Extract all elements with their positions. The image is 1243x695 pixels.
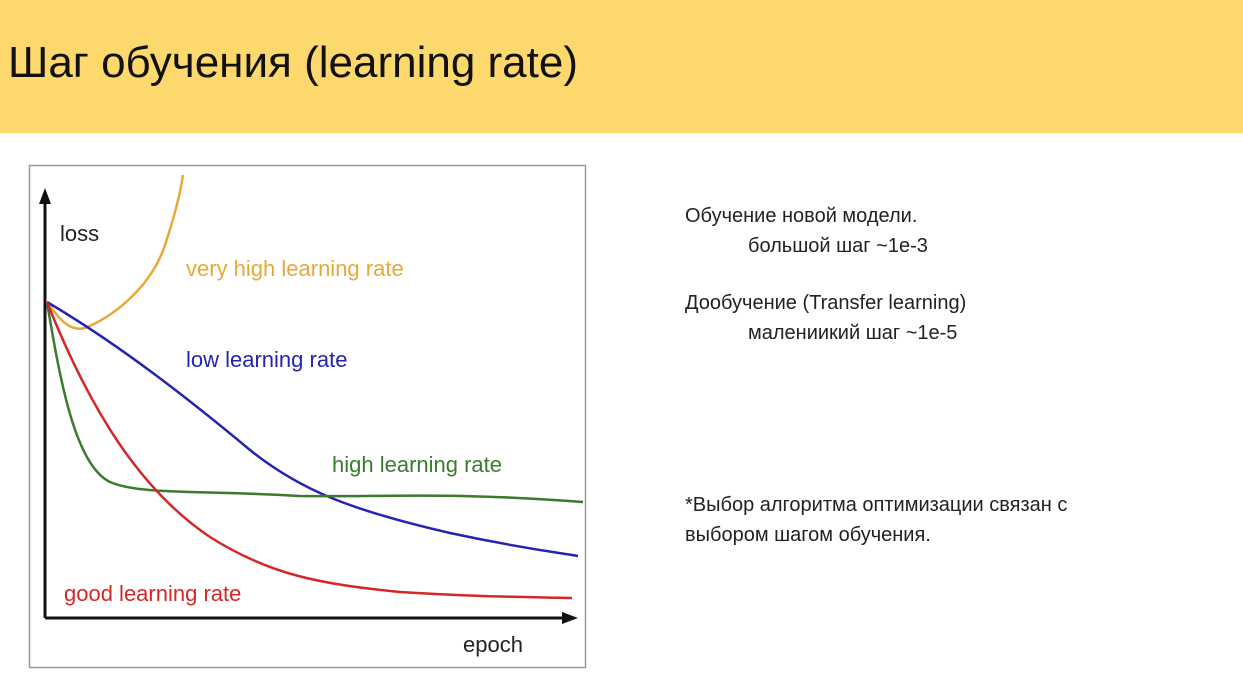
y-axis-label: loss	[60, 221, 99, 246]
y-arrow	[39, 188, 51, 204]
curve-label: high learning rate	[332, 452, 502, 477]
curve-label: good learning rate	[64, 581, 241, 606]
note: Обучение новой модели. большой шаг ~1e-3	[685, 201, 928, 261]
curve-label: very high learning rate	[186, 256, 404, 281]
note-line: *Выбор алгоритма оптимизации связан с	[685, 494, 1068, 516]
good-curve	[45, 301, 573, 600]
slide-title: Шаг обучения (learning rate)	[8, 38, 579, 87]
x-arrow	[562, 612, 578, 624]
x-axis-label: epoch	[463, 632, 523, 657]
curve-label: low learning rate	[186, 347, 347, 372]
figure-frame	[28, 164, 587, 669]
note-line: малениикий шаг ~1e-5	[748, 322, 958, 344]
note-line: выбором шагом обучения.	[685, 524, 931, 546]
note: Дообучение (Transfer learning) малениики…	[685, 288, 966, 348]
note-line: Обучение новой модели.	[685, 205, 918, 227]
note-line: большой шаг ~1e-3	[748, 235, 928, 257]
header-band	[0, 0, 1243, 133]
high-curve	[45, 301, 584, 504]
note-line: Дообучение (Transfer learning)	[685, 292, 967, 314]
note: *Выбор алгоритма оптимизации связан с вы…	[685, 490, 1067, 550]
low-curve	[46, 300, 579, 558]
very-high-curve	[45, 174, 185, 331]
